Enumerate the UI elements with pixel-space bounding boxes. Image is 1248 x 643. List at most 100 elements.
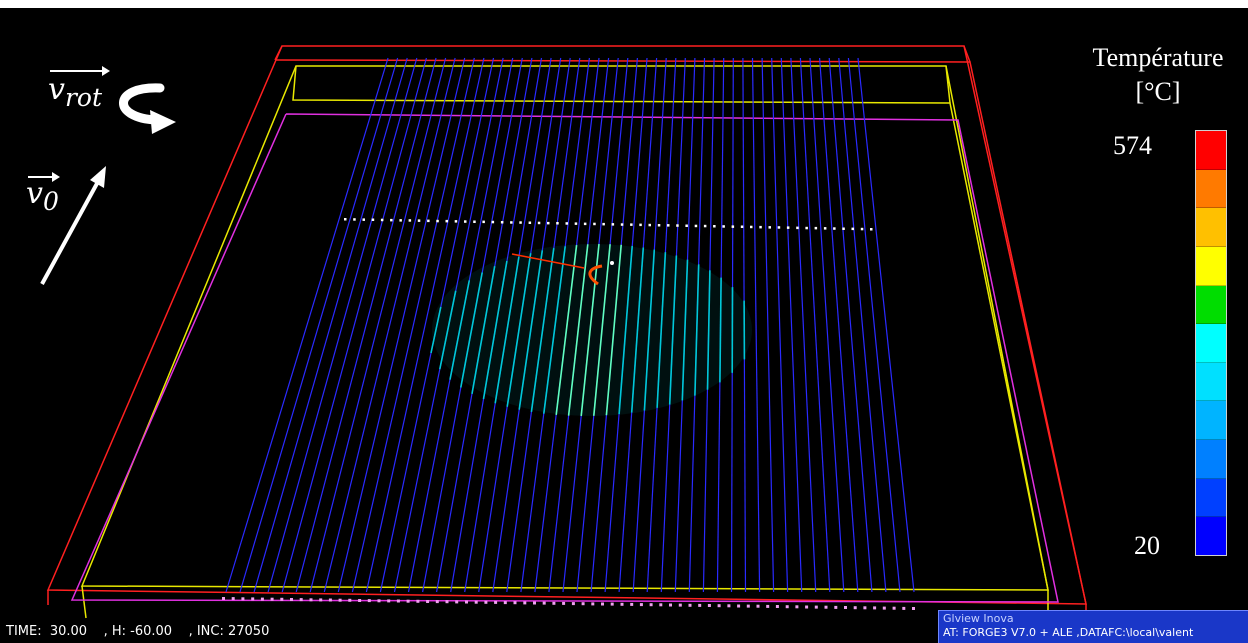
sensor-dot <box>853 606 857 610</box>
sensor-dot <box>565 222 568 225</box>
sensor-dot <box>328 598 332 602</box>
sensor-dot <box>523 601 527 605</box>
mesh-line <box>309 57 447 593</box>
colorbar-segment <box>1196 478 1226 518</box>
sensor-dot <box>417 219 421 222</box>
sensor-dot <box>552 601 556 605</box>
sensor-dot <box>796 226 799 230</box>
sensor-dot <box>542 601 546 605</box>
glview-info-panel[interactable]: Glview Inova AT: FORGE3 V7.0 + ALE ,DATA… <box>938 610 1248 643</box>
heat-zone-segment <box>593 244 611 416</box>
heat-zone-segment <box>530 247 555 413</box>
sensor-dot <box>455 600 459 604</box>
heat-zone-segment <box>506 253 532 407</box>
rotation-velocity-arrow-bar <box>50 66 110 76</box>
sensor-dot <box>685 224 688 227</box>
sensor-dot <box>648 223 651 227</box>
sensor-dot <box>353 218 356 221</box>
sensor-dot <box>610 602 614 606</box>
heat-zone-segment <box>605 244 622 416</box>
temperature-colorbar <box>1195 130 1227 556</box>
mesh-line <box>799 57 831 593</box>
heat-zone-segment <box>681 259 689 401</box>
sensor-dot <box>562 601 566 605</box>
mesh-line <box>337 57 466 593</box>
sensor-dot <box>669 603 672 607</box>
sensor-dot <box>299 598 303 602</box>
mesh-line <box>225 57 389 593</box>
sensor-dot <box>863 606 867 610</box>
sensor-dot <box>902 606 906 610</box>
heat-zone-segment <box>471 266 496 394</box>
sensor-dot <box>309 598 313 602</box>
sensor-dot <box>260 597 264 601</box>
sensor-dot <box>464 220 467 223</box>
colorbar-segment <box>1196 324 1226 363</box>
sensor-dots-bottom <box>222 597 915 610</box>
sensor-dot <box>222 597 225 600</box>
sensor-dot <box>473 220 476 223</box>
sensor-dot <box>533 601 536 605</box>
top-margin <box>0 0 1248 8</box>
sensor-dot <box>657 224 661 227</box>
sensor-dot <box>270 597 274 601</box>
mesh-line <box>323 57 456 593</box>
mesh-line <box>819 57 859 593</box>
sensor-dot <box>426 600 430 603</box>
sensor-dot <box>805 605 809 609</box>
sensor-dot <box>445 600 449 604</box>
mesh-line <box>281 57 427 593</box>
colorbar-segment <box>1196 131 1226 170</box>
sensor-dot <box>482 220 485 224</box>
sensor-dot <box>727 604 731 608</box>
mesh-line <box>267 57 418 593</box>
sensor-dot <box>547 221 550 225</box>
sensor-dot <box>371 218 375 221</box>
sensor-dot <box>688 603 692 607</box>
colorbar-segment <box>1196 362 1226 402</box>
sensor-dot <box>390 218 393 222</box>
mesh-line <box>253 57 408 593</box>
sensor-dot <box>775 605 779 608</box>
sensor-dot <box>824 605 828 609</box>
sensor-dot <box>574 222 578 225</box>
sensor-dot <box>860 227 864 231</box>
sensor-dot <box>659 603 663 607</box>
sensor-dot <box>667 224 670 227</box>
sensor-dot <box>620 223 624 226</box>
sensor-dot <box>795 605 799 609</box>
sensor-dot <box>406 599 410 603</box>
sensor-dot <box>416 599 420 603</box>
sensor-dot <box>436 219 439 223</box>
mesh-line <box>751 57 761 593</box>
sensor-dot <box>639 223 642 227</box>
sensor-dot <box>870 228 873 231</box>
heat-zone-segment <box>439 290 457 370</box>
heat-zone-segment <box>494 256 520 404</box>
sensor-dot <box>290 598 293 601</box>
sensor-dot <box>601 602 604 606</box>
sensor-dot <box>892 606 896 610</box>
sensor-dot <box>694 224 698 228</box>
workpiece-plate-edge <box>70 113 1059 603</box>
sensor-dot <box>756 604 760 608</box>
translation-velocity-arrow-bar <box>28 172 60 182</box>
legend-min-label: 20 <box>1134 531 1160 560</box>
sensor-dot <box>873 606 877 610</box>
sensor-dot <box>571 602 575 606</box>
sensor-dot <box>639 603 643 607</box>
sensor-dot <box>834 605 838 609</box>
heat-affected-zone <box>430 243 752 417</box>
mesh-line <box>761 57 775 593</box>
sensor-dot <box>494 600 498 604</box>
sensor-dot <box>805 226 808 230</box>
sensor-dot <box>750 225 753 229</box>
sensor-dot <box>785 605 789 609</box>
sensor-dot <box>768 226 771 229</box>
mesh-line <box>295 57 437 593</box>
sensor-dot <box>556 222 559 225</box>
sensor-dot <box>435 600 439 604</box>
sensor-dot <box>620 602 624 606</box>
